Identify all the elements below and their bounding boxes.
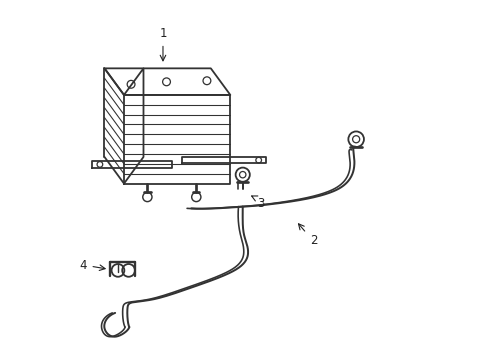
Text: 4: 4 bbox=[79, 258, 86, 271]
Text: 2: 2 bbox=[309, 234, 317, 247]
Text: 3: 3 bbox=[256, 197, 264, 210]
Text: 1: 1 bbox=[159, 27, 166, 40]
